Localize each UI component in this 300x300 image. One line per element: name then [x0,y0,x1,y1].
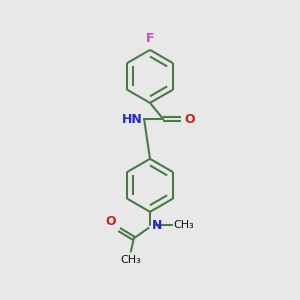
Text: N: N [152,219,162,232]
Text: O: O [184,112,195,126]
Text: O: O [106,215,116,228]
Text: F: F [146,32,154,46]
Text: CH₃: CH₃ [174,220,194,230]
Text: HN: HN [122,112,142,126]
Text: CH₃: CH₃ [121,254,141,265]
